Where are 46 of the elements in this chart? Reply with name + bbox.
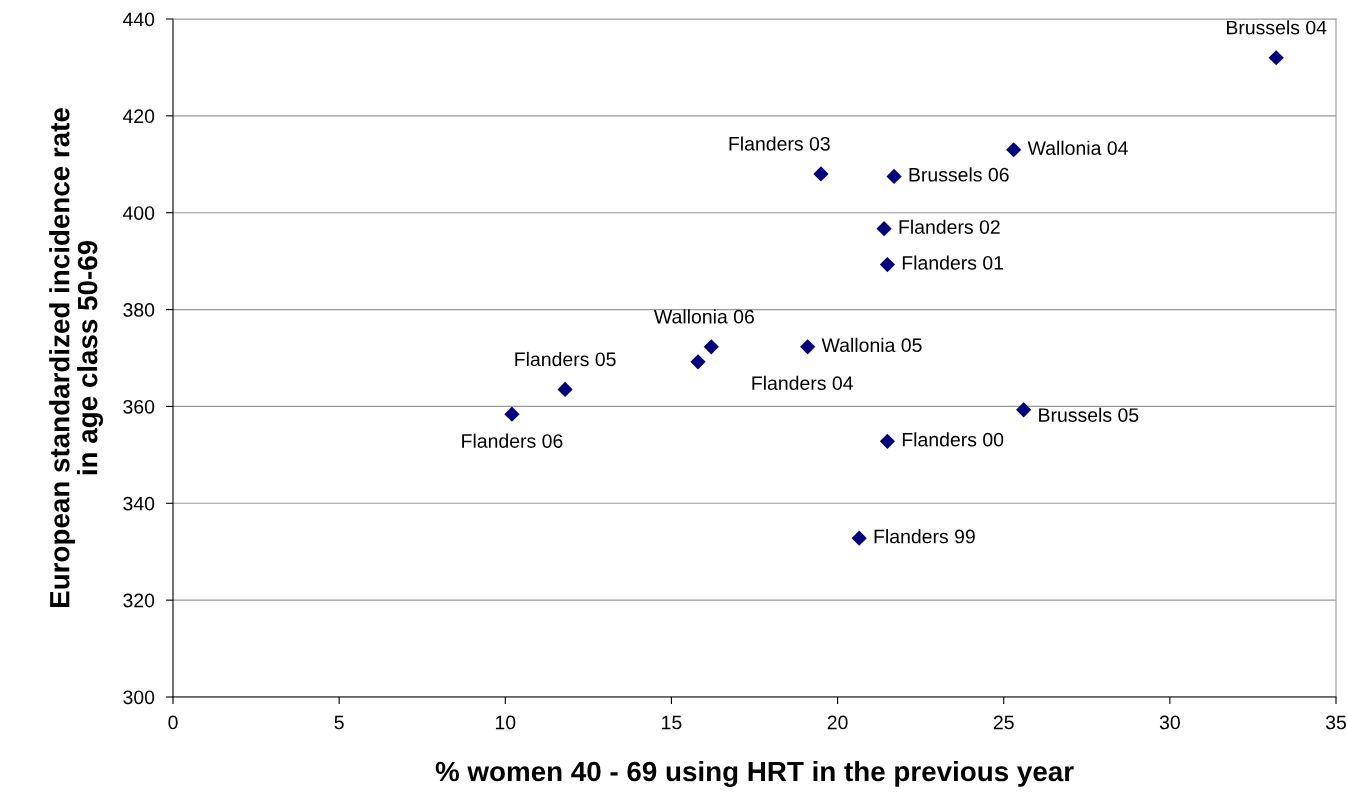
point	[557, 381, 573, 398]
point	[879, 433, 896, 449]
annotation: Flanders 02	[899, 219, 1000, 234]
annotation: Flanders 06	[462, 433, 563, 448]
point	[851, 530, 867, 546]
annotation: Flanders 00	[902, 432, 1004, 447]
annotation: Flanders 99	[874, 529, 975, 544]
y-tick-label: 360	[123, 399, 155, 414]
x-tick-label: 15	[662, 715, 682, 730]
point	[703, 339, 719, 355]
point	[876, 221, 892, 237]
x-tick-label: 35	[1325, 715, 1346, 730]
annotation: Brussels 06	[909, 167, 1009, 182]
annotation: Wallonia 04	[1027, 140, 1128, 155]
annotation: Flanders 03	[729, 136, 830, 151]
point	[800, 339, 816, 355]
point	[690, 354, 706, 370]
annotation: Flanders 04	[752, 375, 853, 391]
point	[1016, 402, 1032, 418]
point	[886, 168, 902, 184]
x-tick-label: 0	[168, 715, 178, 730]
annotation: Brussels 04	[1226, 20, 1327, 35]
annotation: Flanders 01	[902, 255, 1004, 270]
point	[1006, 142, 1022, 158]
annotation: Flanders 05	[515, 351, 616, 367]
point	[1268, 50, 1284, 66]
x-tick-label: 5	[334, 715, 344, 730]
x-axis-title: % women 40 - 69 using HRT in the previous year	[435, 760, 1074, 787]
y-axis-title: European standardized incidence rate in age class 50-69	[49, 108, 104, 607]
y-tick-label: 300	[123, 690, 155, 705]
x-tick-label: 20	[827, 715, 848, 730]
y-tick-label: 420	[122, 109, 155, 124]
y-tick-label: 380	[123, 303, 155, 317]
y-tick-label: 400	[122, 206, 155, 220]
y-tick-label: 340	[123, 496, 155, 511]
x-tick-label: 25	[993, 715, 1014, 730]
annotation: Wallonia 05	[821, 337, 922, 353]
annotation: Brussels 05	[1039, 407, 1139, 422]
x-tick-label: 10	[495, 715, 516, 730]
y-tick-label: 440	[122, 12, 155, 27]
point	[504, 406, 520, 422]
point	[879, 256, 896, 273]
x-tick-label: 30	[1159, 715, 1180, 730]
annotation: Wallonia 06	[654, 309, 754, 324]
y-tick-label: 320	[123, 593, 155, 608]
point	[813, 166, 829, 182]
